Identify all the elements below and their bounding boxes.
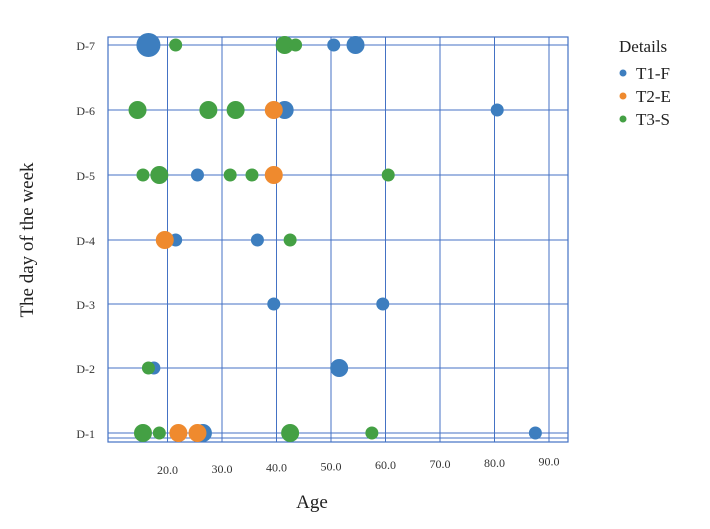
- data-point-t3-s: [150, 166, 169, 184]
- legend-title: Details: [619, 37, 667, 56]
- y-tick-label: D-7: [76, 39, 95, 53]
- data-point-t3-s: [226, 101, 245, 119]
- legend-label: T3-S: [636, 110, 670, 129]
- x-tick-label: 30.0: [212, 462, 233, 476]
- data-point-t3-s: [141, 361, 155, 375]
- y-tick-label: D-4: [76, 234, 95, 248]
- data-point-t1-f: [490, 103, 504, 117]
- data-point-t1-f: [346, 36, 365, 54]
- data-point-t1-f: [327, 38, 341, 52]
- y-tick-label: D-1: [76, 427, 95, 441]
- data-point-t3-s: [245, 168, 259, 182]
- data-point-t2-e: [264, 101, 283, 119]
- data-points: [128, 33, 542, 442]
- data-point-t2-e: [188, 424, 207, 442]
- data-point-t3-s: [275, 36, 294, 54]
- data-point-t3-s: [136, 168, 150, 182]
- x-tick-label: 50.0: [321, 459, 342, 473]
- data-point-t1-f: [136, 33, 161, 57]
- data-point-t1-f: [528, 426, 542, 440]
- plot-area: [107, 36, 569, 443]
- data-point-t2-e: [169, 424, 188, 442]
- data-point-t1-f: [250, 233, 264, 247]
- x-axis-ticks: 20.0 30.0 40.0 50.0 60.0 70.0 80.0 90.0: [157, 455, 560, 477]
- data-point-t3-s: [152, 426, 166, 440]
- x-tick-label: 20.0: [157, 463, 178, 477]
- data-point-t3-s: [281, 424, 300, 442]
- y-axis-ticks: D-1 D-2 D-3 D-4 D-5 D-6 D-7: [76, 39, 95, 441]
- y-axis-title: The day of the week: [17, 162, 38, 318]
- data-point-t2-e: [264, 166, 283, 184]
- data-point-t1-f: [190, 168, 204, 182]
- data-point-t3-s: [283, 233, 297, 247]
- data-point-t3-s: [381, 168, 395, 182]
- data-point-t3-s: [223, 168, 237, 182]
- y-tick-label: D-2: [76, 362, 95, 376]
- x-tick-label: 40.0: [266, 461, 287, 475]
- data-point-t3-s: [133, 424, 152, 442]
- data-point-t3-s: [128, 101, 147, 119]
- data-point-t3-s: [365, 426, 379, 440]
- data-point-t1-f: [376, 297, 390, 311]
- x-tick-label: 80.0: [484, 456, 505, 470]
- data-point-t1-f: [267, 297, 281, 311]
- y-tick-label: D-6: [76, 104, 95, 118]
- x-tick-label: 60.0: [375, 458, 396, 472]
- y-tick-label: D-5: [76, 169, 95, 183]
- data-point-t1-f: [330, 359, 349, 377]
- legend-label: T2-E: [636, 87, 671, 106]
- legend-marker: [619, 92, 627, 100]
- legend-label: T1-F: [636, 64, 670, 83]
- data-point-t3-s: [199, 101, 218, 119]
- legend: Details T1-F T2-E T3-S: [619, 37, 671, 129]
- x-tick-label: 70.0: [430, 457, 451, 471]
- legend-marker: [619, 115, 627, 123]
- x-tick-label: 90.0: [539, 455, 560, 469]
- data-point-t3-s: [169, 38, 183, 52]
- data-point-t2-e: [155, 231, 174, 249]
- x-axis-title: Age: [296, 492, 328, 513]
- y-tick-label: D-3: [76, 298, 95, 312]
- data-point-t3-s: [289, 38, 303, 52]
- legend-marker: [619, 69, 627, 77]
